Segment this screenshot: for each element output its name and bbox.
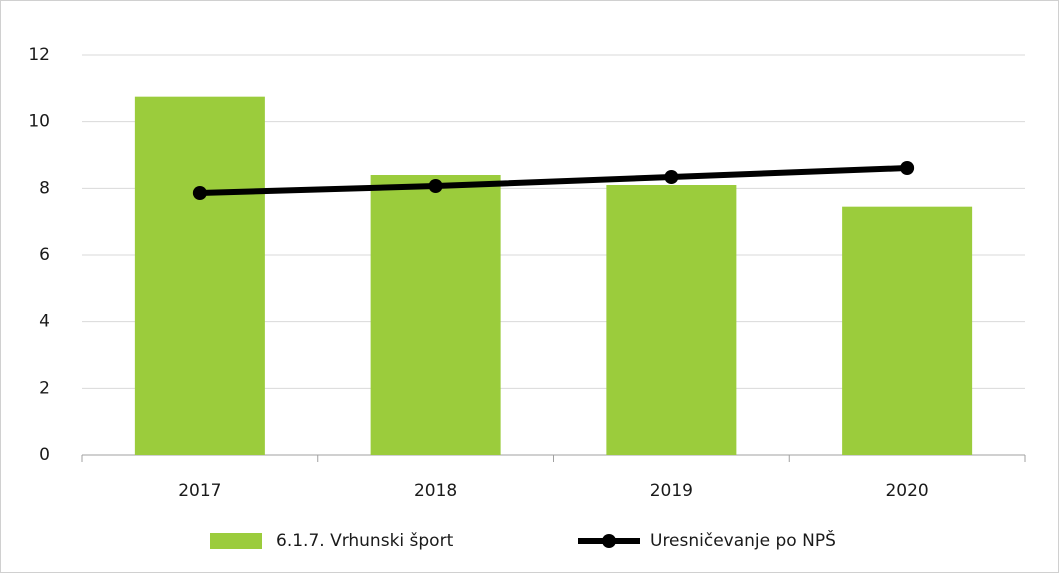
line-marker [428, 179, 443, 193]
bar [134, 96, 265, 456]
x-tick-label: 2017 [178, 481, 221, 501]
y-tick-label: 10 [28, 112, 50, 132]
y-tick-label: 2 [39, 378, 50, 398]
line-marker [900, 161, 915, 175]
y-tick-label: 6 [39, 245, 50, 265]
bar [606, 185, 737, 455]
line-marker [664, 170, 679, 184]
y-tick-label: 0 [39, 445, 50, 465]
legend-label: Uresničevanje po NPŠ [650, 529, 836, 551]
legend-label: 6.1.7. Vrhunski šport [276, 531, 454, 551]
x-tick-label: 2018 [414, 481, 457, 501]
x-tick-label: 2019 [650, 481, 693, 501]
line-marker [192, 186, 207, 200]
y-tick-label: 12 [28, 45, 50, 65]
bar [842, 206, 973, 455]
y-tick-label: 4 [39, 312, 50, 332]
line [199, 165, 908, 196]
bar [370, 175, 501, 455]
x-tick-label: 2020 [885, 481, 928, 501]
y-tick-label: 8 [39, 178, 50, 198]
legend-marker [602, 534, 616, 548]
legend-swatch [210, 533, 262, 549]
